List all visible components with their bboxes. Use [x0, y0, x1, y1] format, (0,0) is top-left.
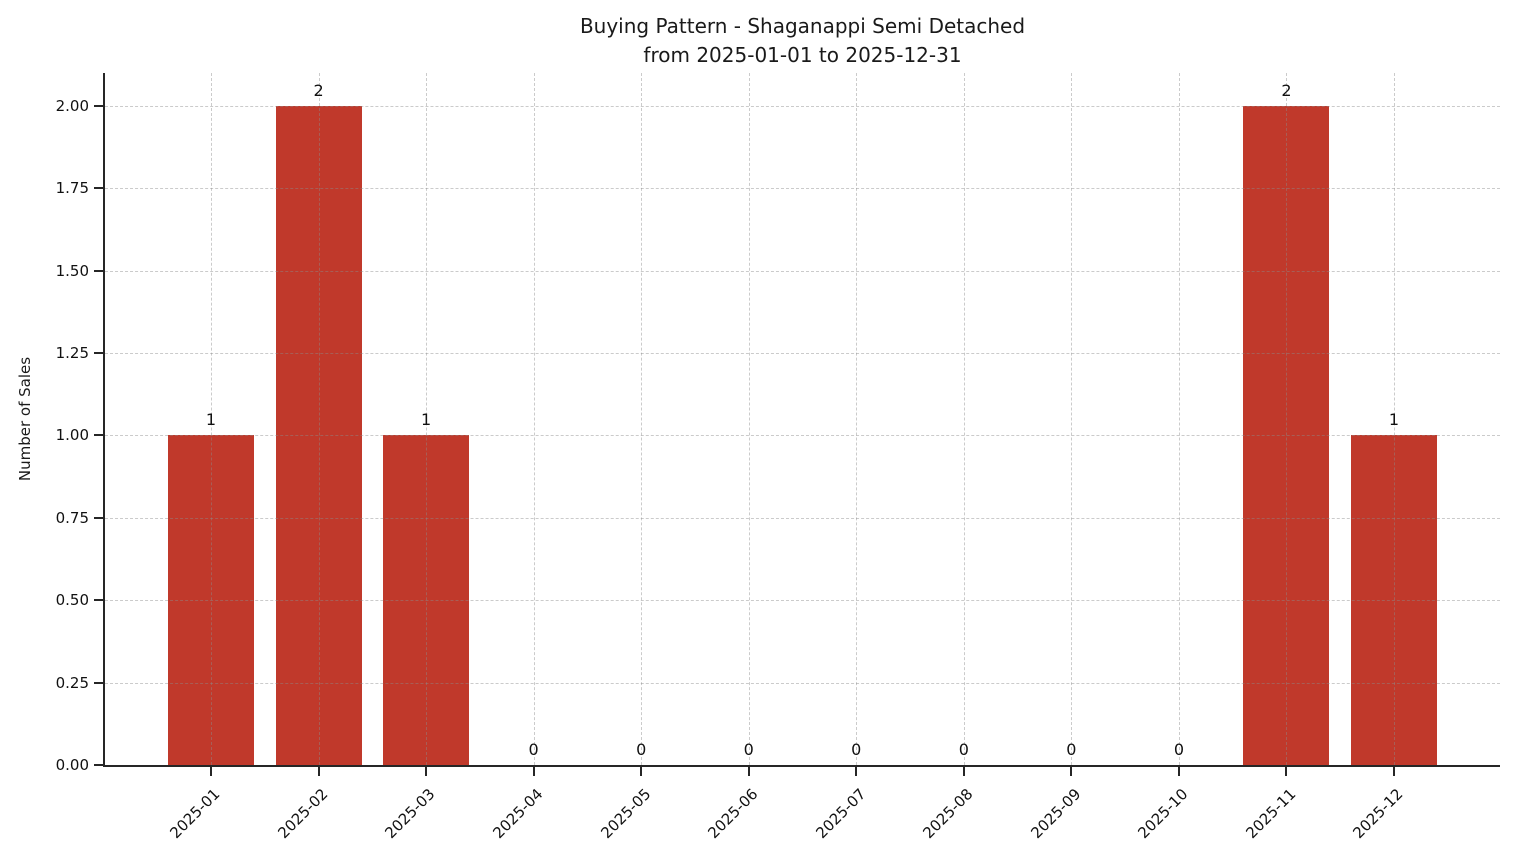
y-tick-label: 1.00 — [55, 426, 89, 445]
bar-value-label: 0 — [528, 740, 539, 759]
x-axis-tick — [1070, 767, 1073, 776]
bar-value-label: 1 — [420, 410, 432, 430]
gridline-vertical — [1178, 73, 1180, 765]
y-axis-tick — [94, 599, 103, 602]
x-tick-label: 2025-05 — [596, 785, 654, 843]
chart-title-line-1: Buying Pattern - Shaganappi Semi Detache… — [579, 14, 1026, 38]
y-tick-label: 0.50 — [55, 591, 89, 610]
gridline-vertical — [318, 73, 320, 765]
bar-value-label: 0 — [636, 740, 647, 759]
x-axis-tick — [1177, 767, 1180, 776]
gridline-vertical — [533, 73, 535, 765]
x-tick-label: 2025-09 — [1027, 785, 1085, 843]
gridline-horizontal — [105, 188, 1500, 190]
bar — [1243, 105, 1330, 765]
bar-value-label: 0 — [851, 740, 862, 759]
x-tick-label: 2025-01 — [166, 785, 224, 843]
y-tick-label: 1.75 — [55, 179, 89, 198]
y-axis-tick — [94, 434, 103, 437]
gridline-vertical — [1394, 73, 1395, 765]
gridline-horizontal — [105, 353, 1500, 355]
y-axis-tick — [94, 187, 103, 190]
bar — [275, 105, 362, 765]
gridline-vertical — [856, 73, 858, 765]
bar-value-label: 0 — [1066, 740, 1077, 759]
gridline-horizontal — [105, 270, 1500, 272]
bar-value-label: 0 — [1173, 740, 1184, 759]
bar-value-label: 1 — [1388, 410, 1400, 430]
gridline-vertical — [963, 73, 965, 765]
chart-title: Buying Pattern - Shaganappi Semi Detache… — [105, 12, 1500, 70]
y-axis-tick — [94, 764, 103, 766]
bar-value-label: 2 — [1281, 80, 1292, 100]
y-tick-label: 0.75 — [55, 508, 89, 527]
bar — [383, 435, 470, 765]
x-tick-label: 2025-12 — [1349, 785, 1407, 843]
bar — [1351, 435, 1437, 765]
y-axis-tick — [94, 516, 103, 519]
x-axis-tick — [962, 767, 965, 776]
gridline-vertical — [1286, 73, 1288, 765]
x-axis-tick — [317, 767, 320, 776]
gridline-horizontal — [105, 682, 1500, 684]
y-axis-tick — [94, 352, 103, 355]
y-axis-tick — [94, 104, 103, 107]
gridline-vertical — [426, 73, 428, 765]
gridline-horizontal — [105, 105, 1500, 107]
y-tick-label: 0.00 — [55, 756, 89, 774]
bar — [168, 435, 254, 765]
gridline-vertical — [641, 73, 643, 765]
x-axis-tick — [855, 767, 858, 776]
x-tick-label: 2025-04 — [489, 785, 547, 843]
chart-title-line-2: from 2025-01-01 to 2025-12-31 — [643, 43, 962, 67]
gridline-horizontal — [105, 435, 1500, 437]
bar-value-label: 0 — [743, 740, 754, 759]
x-axis-tick — [532, 767, 535, 776]
x-axis-tick — [640, 767, 643, 776]
plot-area: 0.00 0.25 0.50 0.75 1.00 1.25 1.50 1.75 2.00 2025… — [56, 73, 1500, 842]
x-tick-label: 2025-07 — [811, 785, 870, 843]
y-tick-label: 0.25 — [55, 673, 89, 692]
x-tick-label: 2025-06 — [704, 785, 762, 843]
y-axis-tick — [94, 269, 103, 272]
y-axis-label: Number of Sales — [16, 356, 34, 482]
x-axis-tick — [425, 767, 428, 776]
x-tick-label: 2025-10 — [1134, 785, 1192, 843]
gridline-horizontal — [105, 517, 1500, 519]
x-tick-label: 2025-08 — [919, 785, 977, 843]
y-axis-spine — [103, 73, 105, 767]
y-tick-label: 1.50 — [55, 261, 89, 280]
gridline-vertical — [748, 73, 750, 765]
bar-value-label: 0 — [958, 740, 969, 759]
y-axis-tick — [94, 681, 103, 684]
bar-value-label: 1 — [205, 410, 217, 430]
bar-value-label: 2 — [313, 80, 324, 100]
y-tick-label: 1.25 — [55, 344, 89, 363]
gridline-vertical — [211, 73, 212, 765]
x-axis-tick — [747, 767, 750, 776]
x-axis-spine — [103, 765, 1500, 767]
x-axis-tick — [1393, 767, 1395, 776]
x-tick-label: 2025-02 — [274, 785, 332, 843]
y-tick-label: 2.00 — [55, 96, 89, 115]
x-tick-label: 2025-11 — [1242, 785, 1300, 843]
x-axis-tick — [1285, 767, 1288, 776]
gridline-vertical — [1071, 73, 1073, 765]
x-axis-tick — [210, 767, 212, 776]
x-tick-label: 2025-03 — [381, 785, 439, 843]
gridline-horizontal — [105, 600, 1500, 602]
